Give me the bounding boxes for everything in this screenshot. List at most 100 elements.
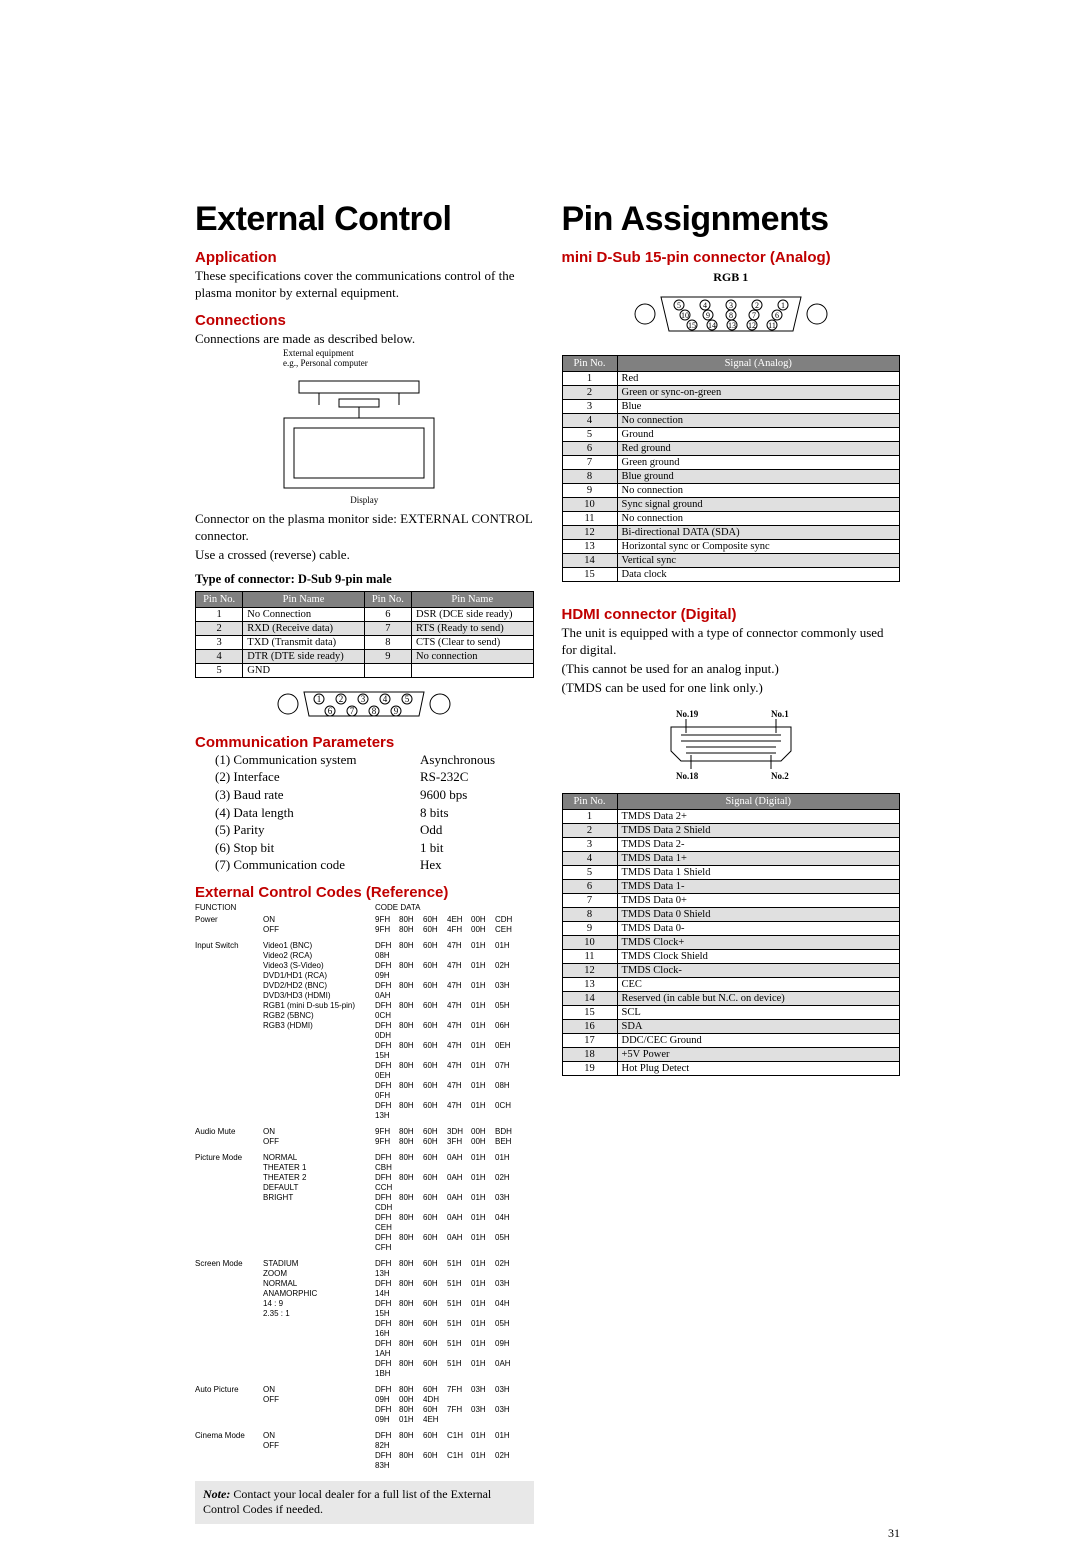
table-row: 7Green ground	[562, 456, 900, 470]
table-row: 1No Connection6DSR (DCE side ready)	[196, 607, 534, 621]
comm-param-row: (2) InterfaceRS-232C	[215, 768, 534, 786]
table-row: 18+5V Power	[562, 1047, 900, 1061]
heading-application: Application	[195, 249, 534, 266]
label-no18: No.18	[676, 771, 699, 781]
label-no1: No.1	[771, 709, 789, 719]
svg-text:13: 13	[728, 321, 736, 330]
table-row: 5Ground	[562, 428, 900, 442]
sub-connector-type: Type of connector: D-Sub 9-pin male	[195, 572, 534, 587]
heading-ext-codes: External Control Codes (Reference)	[195, 884, 534, 901]
note-label: Note:	[203, 1487, 230, 1501]
codes-th-function: FUNCTION	[195, 903, 263, 913]
title-external-control: External Control	[195, 200, 534, 239]
svg-text:4: 4	[703, 301, 707, 310]
comm-param-row: (1) Communication systemAsynchronous	[215, 751, 534, 769]
label-external-equipment: External equipmente.g., Personal compute…	[283, 348, 622, 370]
comm-param-row: (7) Communication codeHex	[215, 856, 534, 874]
comm-param-row: (6) Stop bit1 bit	[215, 839, 534, 857]
svg-text:14: 14	[708, 321, 716, 330]
svg-text:2: 2	[339, 694, 344, 704]
table-row: 14Vertical sync	[562, 554, 900, 568]
table-row: 11TMDS Clock Shield	[562, 949, 900, 963]
table-row: 6TMDS Data 1-	[562, 879, 900, 893]
th-pinno1: Pin No.	[196, 591, 243, 607]
page-columns: External Control Application These speci…	[195, 200, 900, 1524]
table-row: 9No connection	[562, 484, 900, 498]
table-row: 4DTR (DTE side ready)9No connection	[196, 649, 534, 663]
th-pinno2: Pin No.	[364, 591, 411, 607]
code-block: Input SwitchVideo1 (BNC)Video2 (RCA)Vide…	[195, 941, 534, 1121]
svg-text:12: 12	[748, 321, 756, 330]
para-hdmi1: The unit is equipped with a type of conn…	[562, 625, 901, 659]
table-row: 8Blue ground	[562, 470, 900, 484]
svg-text:7: 7	[350, 706, 355, 716]
table-row: 5TMDS Data 1 Shield	[562, 865, 900, 879]
comm-param-row: (5) ParityOdd	[215, 821, 534, 839]
svg-text:15: 15	[688, 321, 696, 330]
code-block: PowerONOFF9FH80H60H4EH00HCDH9FH80H60H4FH…	[195, 915, 534, 935]
table-row: 2RXD (Receive data)7RTS (Ready to send)	[196, 621, 534, 635]
table-row: 3Blue	[562, 400, 900, 414]
monitor-diagram	[279, 373, 449, 493]
para-crossed-cable: Use a crossed (reverse) cable.	[195, 547, 534, 564]
table-row: 6Red ground	[562, 442, 900, 456]
table-row: 5GND	[196, 663, 534, 677]
label-no19: No.19	[676, 709, 699, 719]
table-row: 1TMDS Data 2+	[562, 809, 900, 823]
code-block: Cinema ModeONOFFDFH80H60HC1H01H01H82HDFH…	[195, 1431, 534, 1471]
svg-text:9: 9	[394, 706, 399, 716]
table-row: 4No connection	[562, 414, 900, 428]
table-analog: Pin No. Signal (Analog) 1Red2Green or sy…	[562, 355, 901, 582]
table-row: 17DDC/CEC Ground	[562, 1033, 900, 1047]
para-hdmi3: (TMDS can be used for one link only.)	[562, 680, 901, 697]
heading-mini-dsub15: mini D-Sub 15-pin connector (Analog)	[562, 249, 901, 266]
table-row: 12Bi-directional DATA (SDA)	[562, 526, 900, 540]
svg-text:10: 10	[681, 311, 689, 320]
svg-text:3: 3	[729, 301, 733, 310]
para-application: These specifications cover the communica…	[195, 268, 534, 302]
table-row: 4TMDS Data 1+	[562, 851, 900, 865]
table-row: 1Red	[562, 372, 900, 386]
heading-comm-params: Communication Parameters	[195, 734, 534, 751]
th-pinname2: Pin Name	[412, 591, 533, 607]
table-row: 13Horizontal sync or Composite sync	[562, 540, 900, 554]
hdmi-diagram: No.19 No.1 No.18 No.2	[631, 707, 831, 787]
para-connector: Connector on the plasma monitor side: EX…	[195, 511, 534, 545]
svg-text:9: 9	[706, 311, 710, 320]
left-column: External Control Application These speci…	[195, 200, 534, 1524]
th-pinno-d: Pin No.	[562, 793, 617, 809]
table-row: 3TMDS Data 2-	[562, 837, 900, 851]
para-hdmi2: (This cannot be used for an analog input…	[562, 661, 901, 678]
comm-param-row: (4) Data length8 bits	[215, 804, 534, 822]
table-row: 8TMDS Data 0 Shield	[562, 907, 900, 921]
table-row: 2Green or sync-on-green	[562, 386, 900, 400]
table-digital: Pin No. Signal (Digital) 1TMDS Data 2+2T…	[562, 793, 901, 1076]
table-dsub9: Pin No. Pin Name Pin No. Pin Name 1No Co…	[195, 591, 534, 678]
codes-table: FUNCTION CODE DATA PowerONOFF9FH80H60H4E…	[195, 903, 534, 1471]
dsub9-pin-diagram: 1 2 3 4 5 6 7 8 9	[274, 684, 454, 724]
note-text: Contact your local dealer for a full lis…	[203, 1487, 491, 1517]
th-signal-analog: Signal (Analog)	[617, 356, 900, 372]
dsub15-pin-diagram: 5 4 3 2 1 10 9 8 7 6 15 14 13 12 11	[631, 291, 831, 337]
table-row: 7TMDS Data 0+	[562, 893, 900, 907]
table-row: 14Reserved (in cable but N.C. on device)	[562, 991, 900, 1005]
code-block: Screen ModeSTADIUMZOOMNORMALANAMORPHIC14…	[195, 1259, 534, 1379]
svg-text:8: 8	[729, 311, 733, 320]
svg-text:8: 8	[372, 706, 377, 716]
para-connections: Connections are made as described below.	[195, 331, 534, 348]
svg-text:6: 6	[775, 311, 779, 320]
table-row: 19Hot Plug Detect	[562, 1061, 900, 1075]
table-row: 15Data clock	[562, 568, 900, 582]
svg-text:5: 5	[405, 694, 410, 704]
table-row: 2TMDS Data 2 Shield	[562, 823, 900, 837]
label-rgb1: RGB 1	[562, 270, 901, 285]
table-row: 10Sync signal ground	[562, 498, 900, 512]
heading-connections: Connections	[195, 312, 534, 329]
table-row: 11No connection	[562, 512, 900, 526]
page-number: 31	[195, 1526, 900, 1541]
label-no2: No.2	[771, 771, 789, 781]
table-row: 16SDA	[562, 1019, 900, 1033]
th-pinname1: Pin Name	[243, 591, 364, 607]
svg-text:6: 6	[328, 706, 333, 716]
svg-text:11: 11	[768, 321, 776, 330]
